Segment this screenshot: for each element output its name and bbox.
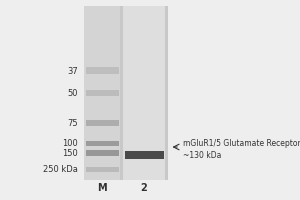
Bar xyxy=(84,6,120,180)
Text: ~130 kDa: ~130 kDa xyxy=(183,150,221,160)
Text: 250 kDa: 250 kDa xyxy=(43,164,78,173)
Bar xyxy=(85,140,118,146)
Bar xyxy=(85,120,118,126)
Text: 75: 75 xyxy=(68,118,78,128)
Text: mGluR1/5 Glutamate Receptor: mGluR1/5 Glutamate Receptor xyxy=(183,140,300,148)
Text: 37: 37 xyxy=(67,66,78,75)
Bar xyxy=(85,150,118,156)
Text: 2: 2 xyxy=(141,183,147,193)
Bar xyxy=(84,6,168,180)
Bar xyxy=(124,151,164,159)
Bar xyxy=(85,67,118,74)
Text: 150: 150 xyxy=(62,148,78,158)
Text: 50: 50 xyxy=(68,88,78,98)
Bar xyxy=(85,90,118,96)
Bar xyxy=(85,166,118,172)
Bar xyxy=(123,6,165,180)
Text: M: M xyxy=(97,183,107,193)
Text: 100: 100 xyxy=(62,138,78,148)
